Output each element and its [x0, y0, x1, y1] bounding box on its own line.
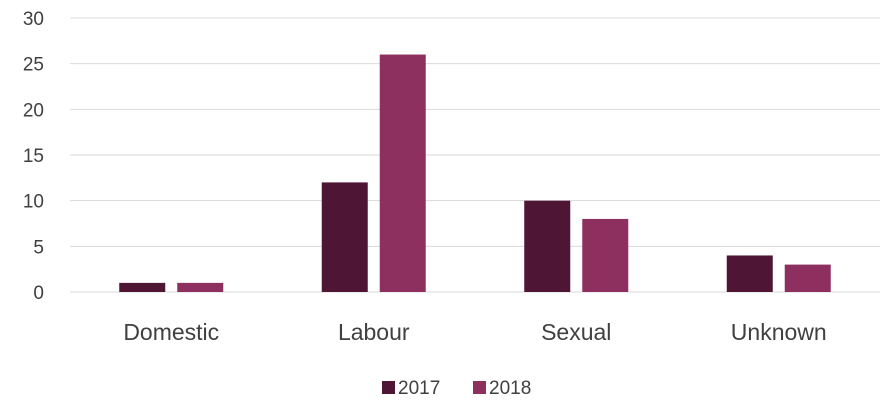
x-axis-categories: Domestic Labour Sexual Unknown — [123, 319, 826, 345]
bars — [119, 54, 831, 293]
legend-label-2017: 2017 — [398, 378, 440, 399]
legend-label-2018: 2018 — [489, 378, 531, 399]
x-category-label: Sexual — [541, 319, 611, 345]
bar-2018-domestic — [177, 282, 224, 292]
legend-swatch-2017 — [382, 381, 395, 394]
y-tick-label: 25 — [23, 55, 44, 76]
x-category-label: Unknown — [731, 319, 827, 345]
x-category-label: Domestic — [123, 319, 219, 345]
y-tick-label: 15 — [23, 146, 44, 167]
y-tick-label: 20 — [23, 100, 44, 121]
y-axis-ticks: 0 5 10 15 20 25 30 — [23, 9, 44, 304]
bar-2018-unknown — [784, 264, 831, 292]
y-tick-label: 0 — [33, 283, 44, 304]
x-category-label: Labour — [338, 319, 410, 345]
bar-2017-sexual — [524, 200, 571, 292]
gridlines — [70, 17, 880, 293]
y-tick-label: 10 — [23, 192, 44, 213]
bar-2017-domestic — [119, 282, 166, 292]
legend-swatch-2018 — [473, 381, 486, 394]
legend: 2017 2018 — [382, 378, 531, 399]
y-tick-label: 5 — [33, 237, 44, 258]
y-tick-label: 30 — [23, 9, 44, 30]
bar-2018-labour — [379, 54, 426, 293]
bar-2018-sexual — [582, 218, 629, 292]
bar-2017-labour — [321, 182, 368, 292]
bar-2017-unknown — [726, 255, 773, 292]
